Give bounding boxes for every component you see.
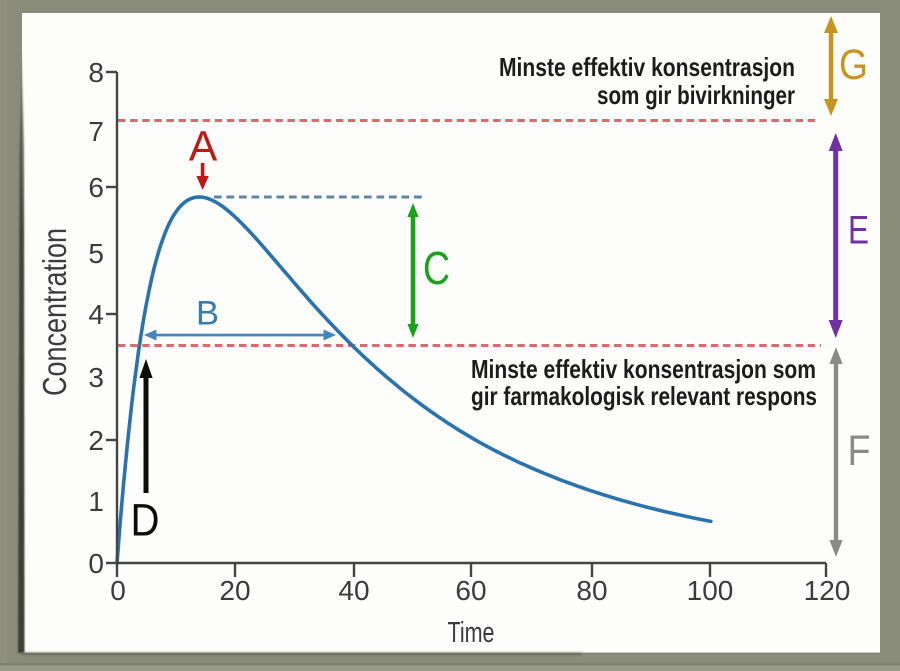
svg-text:Minste effektiv konsentrasjon: Minste effektiv konsentrasjon som	[471, 354, 816, 384]
svg-text:Time: Time	[448, 617, 495, 649]
svg-text:A: A	[189, 124, 218, 171]
svg-text:E: E	[848, 208, 869, 252]
svg-text:7: 7	[88, 116, 104, 147]
svg-text:som gir bivirkninger: som gir bivirkninger	[597, 80, 795, 110]
svg-text:0: 0	[88, 548, 104, 579]
svg-text:gir farmakologisk relevant res: gir farmakologisk relevant respons	[471, 381, 817, 411]
svg-text:B: B	[196, 295, 219, 333]
svg-text:2: 2	[88, 425, 104, 456]
svg-text:8: 8	[88, 57, 104, 88]
svg-text:60: 60	[455, 575, 486, 606]
svg-text:100: 100	[687, 575, 734, 606]
svg-text:40: 40	[338, 575, 369, 606]
svg-text:1: 1	[88, 486, 104, 517]
svg-text:80: 80	[576, 575, 607, 606]
svg-text:5: 5	[88, 238, 104, 269]
svg-text:120: 120	[804, 575, 851, 606]
svg-text:D: D	[131, 495, 160, 546]
svg-text:3: 3	[88, 362, 104, 393]
svg-text:0: 0	[110, 575, 126, 606]
svg-text:20: 20	[219, 575, 250, 606]
svg-text:Minste effektiv konsentrasjon: Minste effektiv konsentrasjon	[499, 52, 795, 82]
svg-text:C: C	[423, 242, 450, 294]
svg-text:4: 4	[88, 299, 104, 330]
svg-text:Concentration: Concentration	[36, 228, 73, 396]
svg-text:F: F	[848, 428, 871, 475]
svg-text:G: G	[839, 42, 868, 89]
svg-text:6: 6	[88, 172, 104, 203]
